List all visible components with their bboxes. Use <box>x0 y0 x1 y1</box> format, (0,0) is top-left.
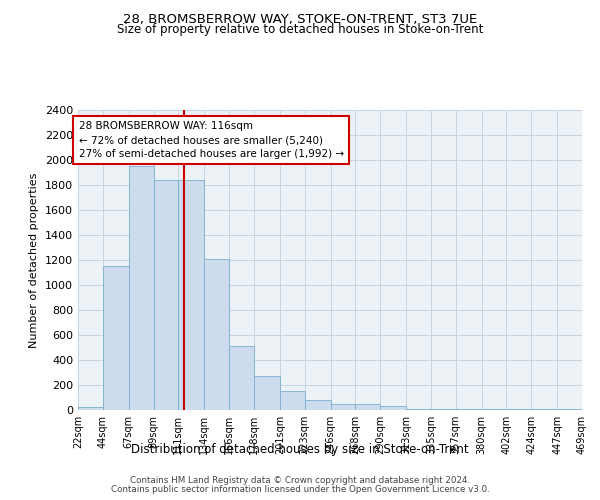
Bar <box>456 409 482 410</box>
Bar <box>129 166 154 410</box>
Bar <box>331 404 355 410</box>
Bar <box>103 266 129 410</box>
Bar <box>557 409 582 410</box>
Text: Contains HM Land Registry data © Crown copyright and database right 2024.: Contains HM Land Registry data © Crown c… <box>130 476 470 485</box>
Bar <box>380 406 406 410</box>
Text: Size of property relative to detached houses in Stoke-on-Trent: Size of property relative to detached ho… <box>117 22 483 36</box>
Text: 28, BROMSBERROW WAY, STOKE-ON-TRENT, ST3 7UE: 28, BROMSBERROW WAY, STOKE-ON-TRENT, ST3… <box>123 12 477 26</box>
Bar <box>78 407 103 410</box>
Bar <box>204 259 229 410</box>
Bar <box>178 180 204 410</box>
Y-axis label: Number of detached properties: Number of detached properties <box>29 172 40 348</box>
Bar <box>406 409 431 410</box>
Bar <box>254 376 280 410</box>
Bar <box>280 390 305 410</box>
Bar <box>229 346 254 410</box>
Bar <box>482 409 506 410</box>
Bar <box>531 409 557 410</box>
Text: Distribution of detached houses by size in Stoke-on-Trent: Distribution of detached houses by size … <box>131 442 469 456</box>
Text: Contains public sector information licensed under the Open Government Licence v3: Contains public sector information licen… <box>110 485 490 494</box>
Bar <box>506 409 531 410</box>
Bar <box>431 409 456 410</box>
Bar <box>305 400 331 410</box>
Text: 28 BROMSBERROW WAY: 116sqm
← 72% of detached houses are smaller (5,240)
27% of s: 28 BROMSBERROW WAY: 116sqm ← 72% of deta… <box>79 121 344 159</box>
Bar <box>154 180 178 410</box>
Bar <box>355 404 380 410</box>
